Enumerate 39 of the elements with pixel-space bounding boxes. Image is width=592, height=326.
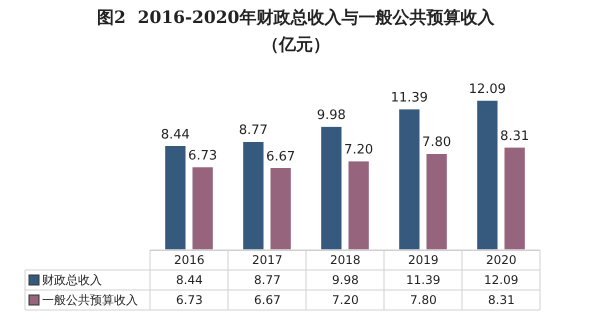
data-label: 7.20 xyxy=(332,293,359,307)
bar xyxy=(268,166,292,250)
bar xyxy=(502,146,526,250)
x-tick-label: 2018 xyxy=(330,253,361,267)
x-tick-label: 2019 xyxy=(408,253,439,267)
legend-label: 财政总收入 xyxy=(42,273,102,287)
chart-title: 图2 2016-2020年财政总收入与一般公共预算收入 xyxy=(97,8,496,28)
data-label: 6.73 xyxy=(176,293,203,307)
text: 6.73 xyxy=(188,148,218,164)
text: 8.77 xyxy=(238,123,268,138)
text: 7.80 xyxy=(422,135,452,150)
data-label: 8.44 xyxy=(176,273,203,287)
bar xyxy=(190,166,214,250)
x-tick-label: 2016 xyxy=(174,253,205,267)
data-label: 7.80 xyxy=(410,293,437,307)
data-label: 6.67 xyxy=(254,293,281,307)
data-label: 8.77 xyxy=(254,273,281,287)
text: 8.31 xyxy=(500,128,530,144)
chart-subtitle: （亿元） xyxy=(262,35,330,55)
bar xyxy=(320,125,344,250)
text: 12.09 xyxy=(468,82,506,97)
x-tick-label: 2017 xyxy=(252,253,283,267)
data-label: 12.09 xyxy=(484,273,518,287)
text: 8.44 xyxy=(160,127,190,142)
text: 6.67 xyxy=(266,149,296,164)
text: 9.98 xyxy=(316,108,346,124)
data-label: 11.39 xyxy=(406,273,440,287)
bar xyxy=(424,152,448,250)
bar xyxy=(398,108,422,250)
bar xyxy=(476,99,500,250)
x-tick-label: 2020 xyxy=(486,253,517,267)
bar xyxy=(164,144,188,250)
legend-label: 一般公共预算收入 xyxy=(42,293,138,307)
text: 11.39 xyxy=(390,90,428,106)
text: 7.20 xyxy=(344,142,374,158)
data-label: 9.98 xyxy=(332,273,359,287)
data-label: 8.31 xyxy=(488,293,515,307)
bar xyxy=(346,160,370,250)
bar xyxy=(242,140,266,250)
